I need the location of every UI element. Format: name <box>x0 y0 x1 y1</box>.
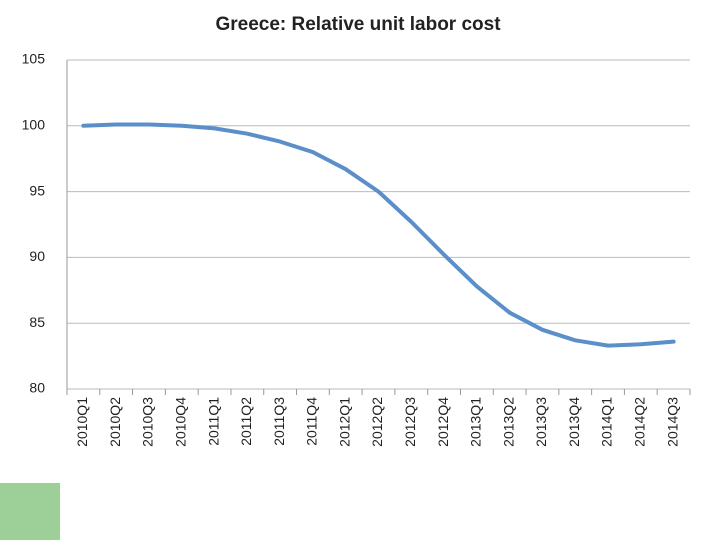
x-tick-label: 2013Q4 <box>566 397 582 447</box>
decoration <box>0 483 60 540</box>
x-tick-label: 2013Q2 <box>500 397 516 447</box>
y-tick-label: 80 <box>29 380 45 396</box>
x-tick-label: 2010Q1 <box>74 397 90 447</box>
x-tick-label: 2011Q1 <box>205 397 221 446</box>
y-tick-label: 95 <box>29 182 45 198</box>
x-tick-label: 2012Q1 <box>336 397 352 447</box>
x-tick-label: 2011Q2 <box>238 397 254 446</box>
chart-title: Greece: Relative unit labor cost <box>215 14 501 35</box>
x-tick-label: 2013Q1 <box>468 397 484 447</box>
x-tick-label: 2012Q4 <box>435 397 451 447</box>
x-tick-label: 2013Q3 <box>533 397 549 447</box>
x-tick-label: 2010Q4 <box>172 397 188 447</box>
y-tick-label: 105 <box>22 51 46 67</box>
y-tick-label: 85 <box>29 314 45 330</box>
x-tick-label: 2010Q3 <box>140 397 156 447</box>
x-tick-label: 2012Q2 <box>369 397 385 447</box>
y-tick-label: 100 <box>22 117 46 133</box>
x-tick-label: 2012Q3 <box>402 397 418 447</box>
y-tick-label: 90 <box>29 248 45 264</box>
data-line <box>81 122 676 348</box>
x-tick-label: 2011Q3 <box>271 397 287 446</box>
x-tick-label: 2011Q4 <box>304 397 320 446</box>
x-tick-label: 2014Q2 <box>632 397 648 447</box>
x-tick-label: 2014Q3 <box>664 397 680 447</box>
x-tick-label: 2010Q2 <box>107 397 123 447</box>
x-tick-label: 2014Q1 <box>599 397 615 447</box>
